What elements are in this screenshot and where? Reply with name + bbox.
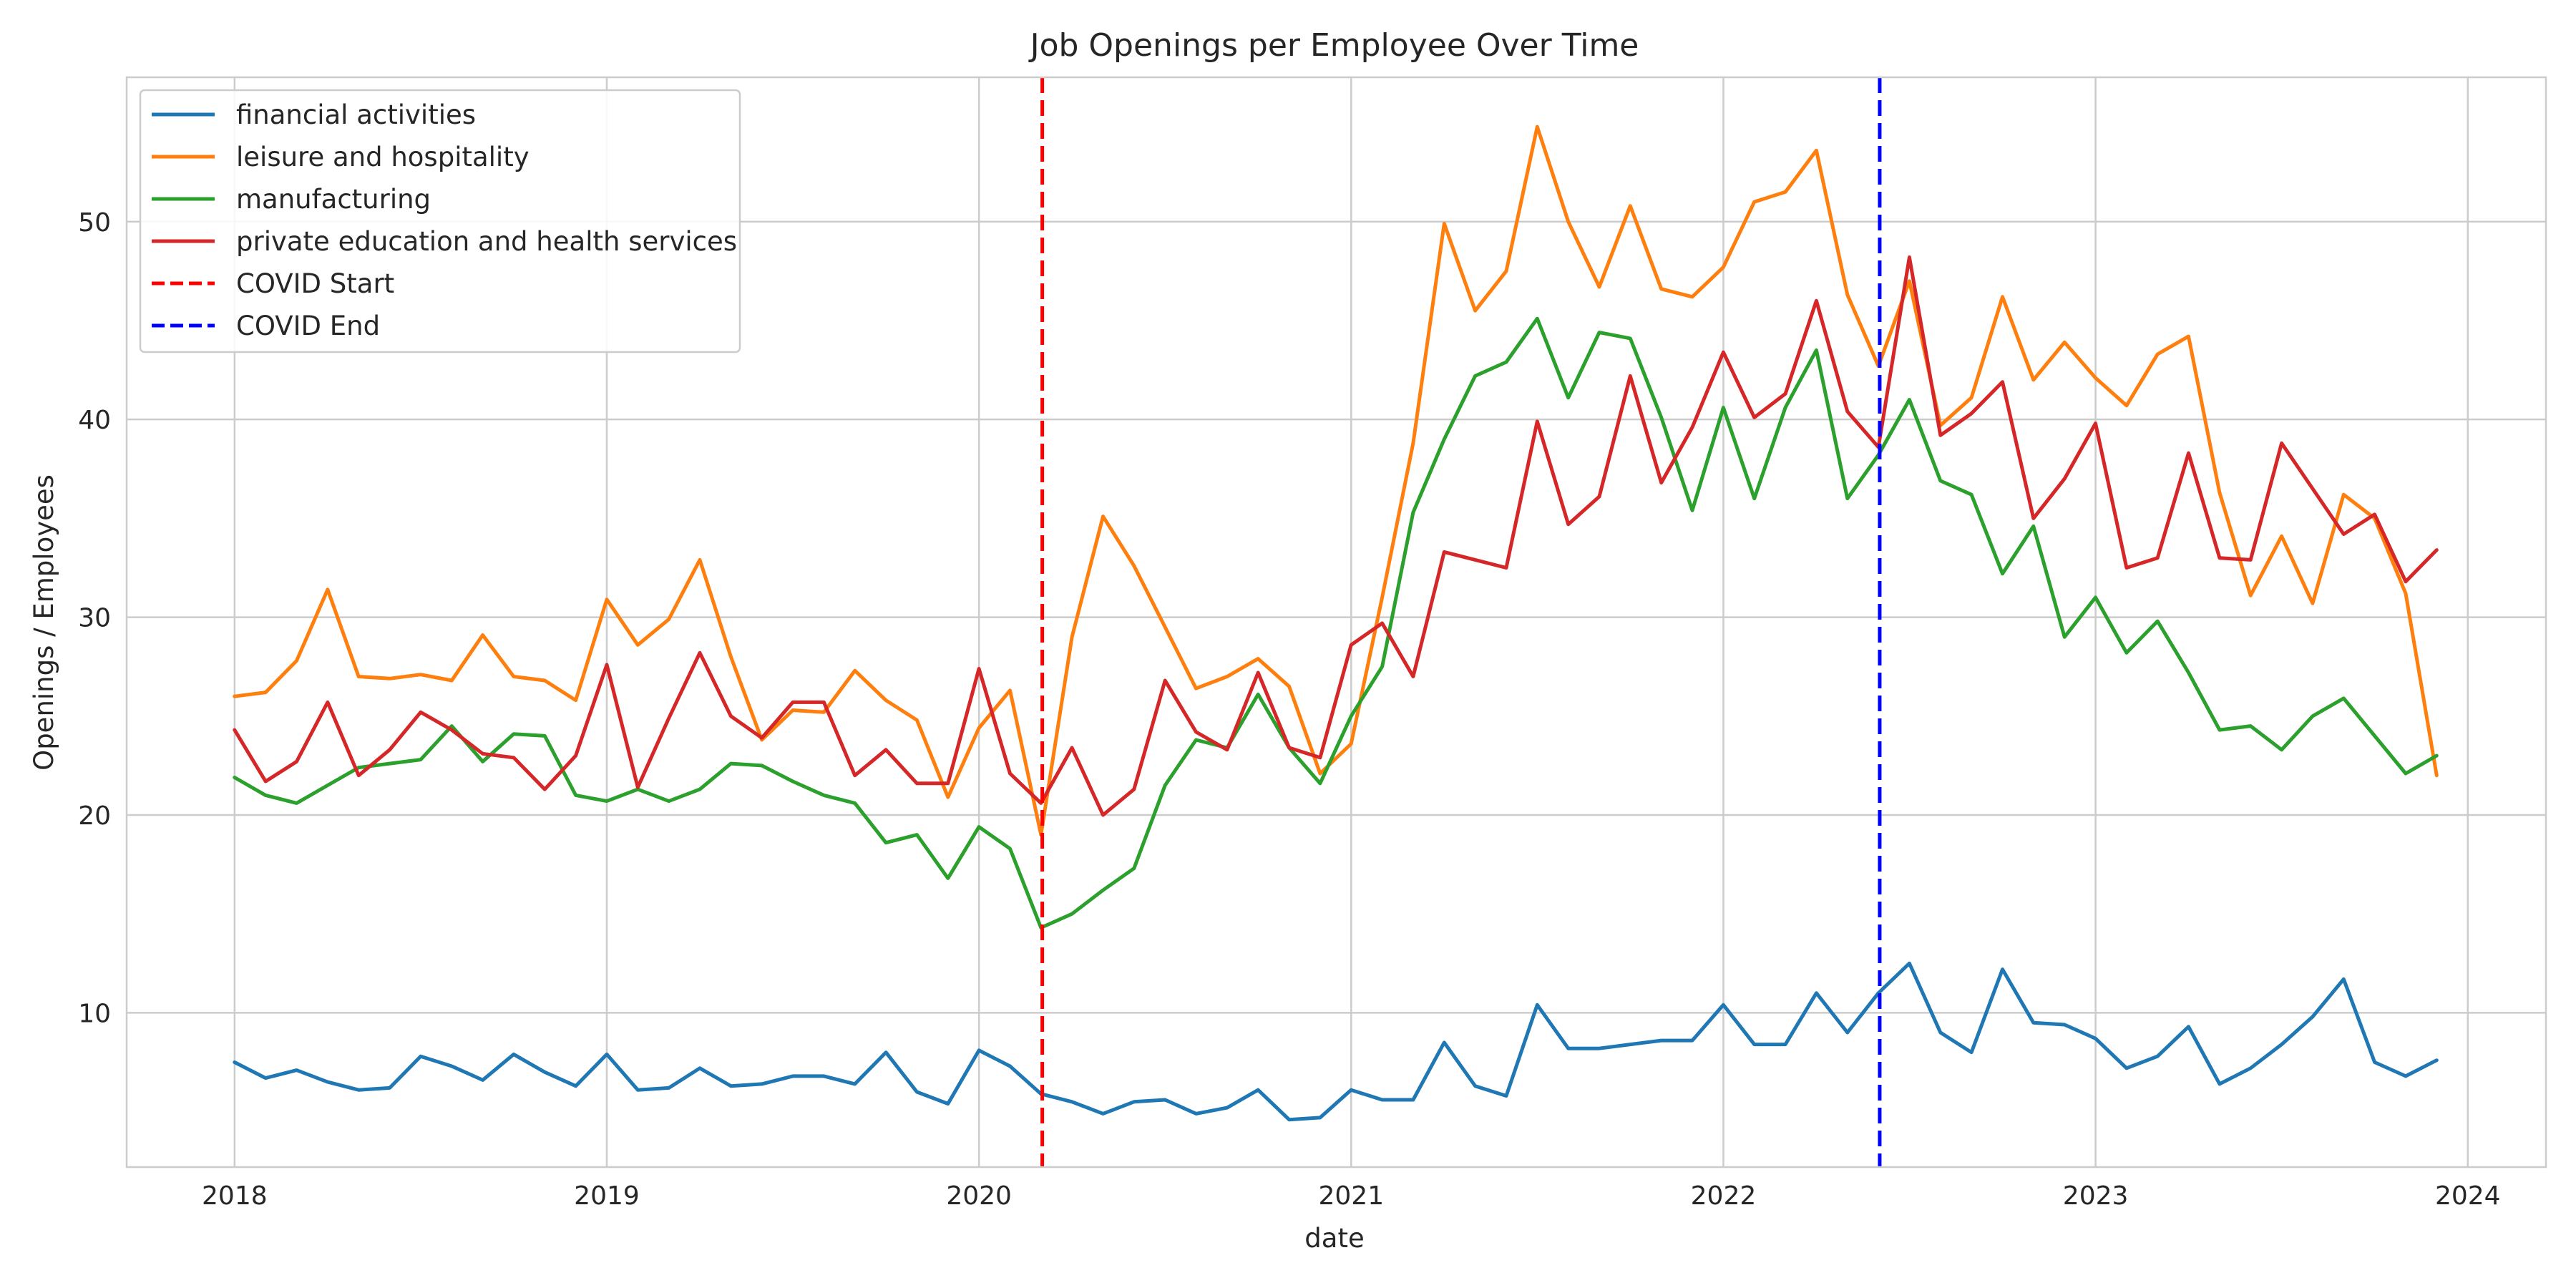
series-line-financial-activities (233, 961, 2439, 1122)
legend-label-manufacturing: manufacturing (236, 184, 431, 215)
legend-label-leisure-and-hospitality: leisure and hospitality (236, 142, 530, 172)
legend: financial activities leisure and hospital… (139, 89, 741, 353)
y-axis-label: Openings / Employees (29, 474, 59, 771)
y-tick-label: 50 (78, 208, 111, 238)
x-tick-label: 2019 (574, 1181, 640, 1211)
series-lines (233, 125, 2439, 1122)
x-tick-label: 2022 (1691, 1181, 1757, 1211)
y-tick-label: 30 (78, 604, 111, 633)
x-tick-label: 2020 (946, 1181, 1012, 1211)
legend-label-covid-end: COVID End (236, 311, 380, 341)
x-axis-label: date (1304, 1223, 1364, 1254)
series-line-leisure-and-hospitality (233, 125, 2439, 837)
series-line-manufacturing (233, 316, 2439, 930)
legend-label-covid-start: COVID Start (236, 268, 394, 299)
x-tick-label: 2018 (202, 1181, 268, 1211)
y-tick-label: 10 (78, 999, 111, 1028)
legend-label-private-education-and-health-services: private education and health services (236, 226, 737, 257)
chart-title: Job Openings per Employee Over Time (1028, 27, 1639, 64)
y-tick-label: 40 (78, 406, 111, 435)
y-tick-label: 20 (78, 801, 111, 831)
x-tick-label: 2024 (2435, 1181, 2501, 1211)
x-tick-label: 2021 (1318, 1181, 1384, 1211)
tick-labels: 2018 2019 2020 2021 2022 2023 2024 10 20 30 40 50 (78, 208, 2500, 1211)
series-line-private-education-and-health-services (233, 255, 2439, 817)
x-tick-label: 2023 (2063, 1181, 2129, 1211)
plot-frame (125, 76, 2547, 1169)
legend-box (139, 89, 741, 353)
legend-label-financial-activities: financial activities (236, 99, 476, 130)
reference-lines (1040, 77, 1882, 1167)
